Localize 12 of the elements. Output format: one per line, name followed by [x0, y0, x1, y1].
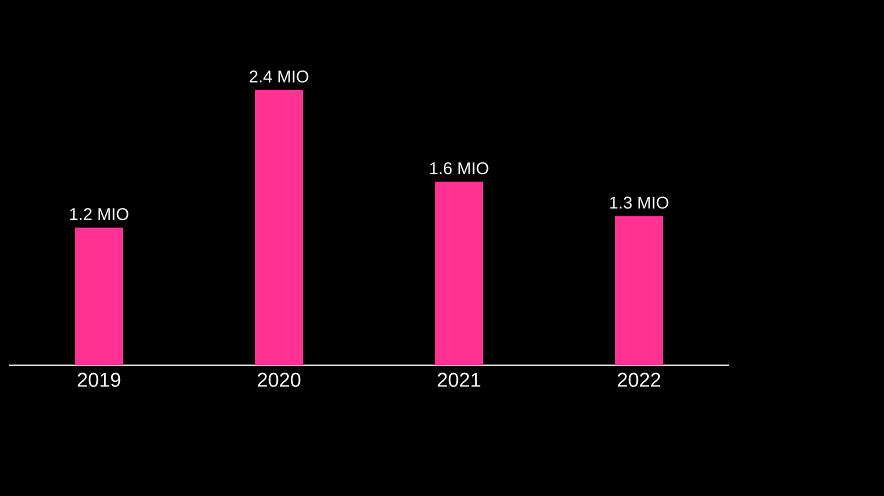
data-label: 1.2 MIO	[70, 208, 128, 220]
data-label: 2.4 MIO	[250, 70, 308, 83]
bar	[435, 182, 484, 366]
x-tick-label: 2020	[258, 372, 300, 387]
x-tick-label: 2019	[78, 372, 120, 387]
data-label: 1.3 MIO	[610, 196, 668, 209]
data-label: 1.6 MIO	[430, 162, 488, 174]
bar	[615, 216, 664, 366]
bar	[75, 228, 124, 366]
x-tick-label: 2022	[618, 372, 660, 387]
bar	[255, 90, 304, 366]
x-tick-label: 2021	[438, 372, 480, 387]
